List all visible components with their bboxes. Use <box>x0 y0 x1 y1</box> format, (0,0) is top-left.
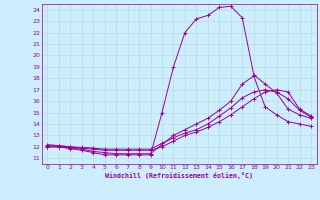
X-axis label: Windchill (Refroidissement éolien,°C): Windchill (Refroidissement éolien,°C) <box>105 172 253 179</box>
